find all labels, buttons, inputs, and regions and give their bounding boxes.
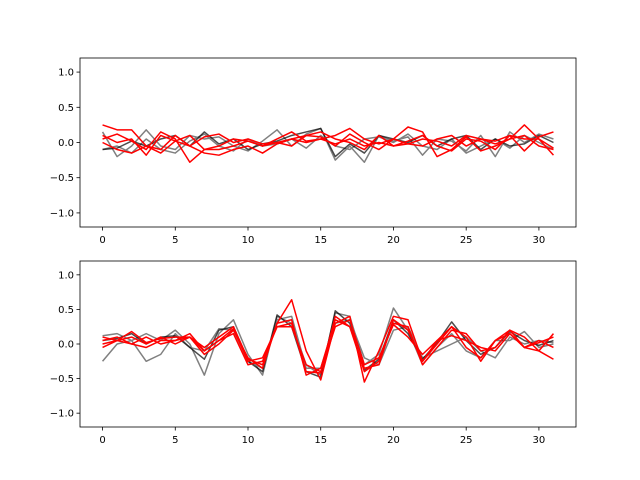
x-tick-label: 5 [172, 435, 178, 446]
x-tick-label: 20 [387, 435, 400, 446]
x-tick-label: 5 [172, 235, 178, 246]
x-tick-label: 0 [99, 235, 105, 246]
y-tick-label: −1.0 [50, 409, 74, 420]
bottom-subplot: 0 5 10 15 20 25 30 −1.0 −0.5 0.0 0.5 1.0 [50, 260, 577, 446]
series-line-4 [102, 319, 554, 373]
series-line-6 [102, 315, 554, 374]
x-tick-label: 10 [242, 435, 255, 446]
x-tick-label: 15 [314, 235, 327, 246]
y-tick-label: −0.5 [50, 374, 74, 385]
x-tick-label: 15 [314, 435, 327, 446]
y-tick-label: 1.0 [58, 270, 74, 281]
top-subplot: 0 5 10 15 20 25 30 −1.0 −0.5 0.0 0.5 1.0 [50, 57, 577, 246]
y-tick-label: 0.0 [58, 340, 74, 351]
x-tick-label: 0 [99, 435, 105, 446]
x-tick-label: 25 [460, 435, 473, 446]
y-tick-label: 0.5 [58, 103, 74, 114]
y-tick-label: −0.5 [50, 173, 74, 184]
series-line-3 [102, 124, 555, 158]
x-tick-label: 30 [533, 235, 546, 246]
x-tick-label: 10 [242, 235, 255, 246]
series-line-6 [102, 133, 554, 156]
y-tick-label: 0.5 [58, 305, 74, 316]
y-tick-label: 0.0 [58, 138, 74, 149]
y-tick-label: 1.0 [58, 68, 74, 79]
x-tick-label: 20 [387, 235, 400, 246]
x-tick-label: 30 [533, 435, 546, 446]
y-tick-label: −1.0 [50, 208, 74, 219]
x-tick-label: 25 [460, 235, 473, 246]
